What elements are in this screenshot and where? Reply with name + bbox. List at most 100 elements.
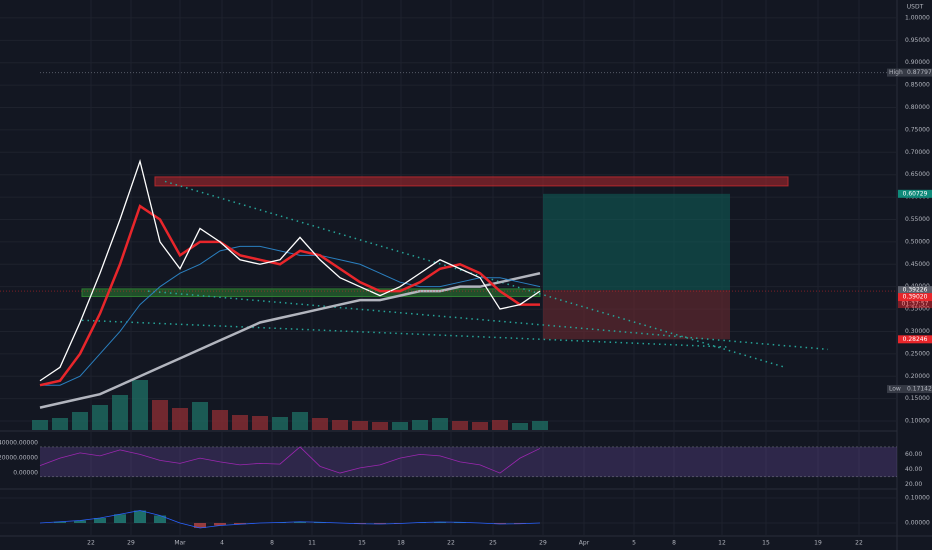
low-tag-name: Low bbox=[889, 386, 901, 393]
volume-bar bbox=[332, 420, 348, 430]
x-tick-label: 4 bbox=[220, 540, 224, 547]
price-line bbox=[39, 158, 541, 382]
axis-unit: USDT bbox=[907, 4, 924, 11]
zone bbox=[81, 288, 541, 298]
x-tick-label: 8 bbox=[270, 540, 274, 547]
y-tick-label: 0.75000 bbox=[905, 126, 930, 133]
volume-bar bbox=[92, 405, 108, 430]
y-tick-label: 0.35000 bbox=[905, 306, 930, 313]
price-line bbox=[39, 204, 540, 387]
macd-bar bbox=[194, 523, 206, 528]
stop-tag: 0.28246 bbox=[903, 336, 928, 343]
volume-bar bbox=[172, 408, 188, 430]
position-stop bbox=[543, 290, 730, 340]
volume-bar bbox=[32, 420, 48, 430]
volume-bar bbox=[72, 412, 88, 430]
oscillator-band bbox=[40, 446, 897, 477]
price-line bbox=[39, 272, 541, 409]
x-tick-label: 19 bbox=[814, 540, 822, 547]
last-price-tag: 0.39020 bbox=[903, 294, 928, 301]
macd-bar bbox=[374, 523, 386, 524]
volume-bar bbox=[372, 422, 388, 430]
y-tick-label: 0.80000 bbox=[905, 104, 930, 111]
volume-bar bbox=[452, 421, 468, 430]
x-tick-label: 18 bbox=[397, 540, 405, 547]
y-tick-label: 0.45000 bbox=[905, 261, 930, 268]
y-tick-label: 0.15000 bbox=[905, 395, 930, 402]
volume-bar bbox=[152, 400, 168, 430]
trendline bbox=[164, 180, 786, 369]
y-tick-label: 0.65000 bbox=[905, 171, 930, 178]
zone bbox=[154, 176, 789, 187]
macd-bar bbox=[214, 523, 226, 526]
macd-bar bbox=[434, 522, 446, 523]
low-tag-value: 0.17142 bbox=[907, 386, 932, 393]
y2-tick-label: -40000.00000 bbox=[0, 440, 38, 447]
volume-bar bbox=[312, 418, 328, 430]
oscillator-line bbox=[39, 446, 541, 474]
volume-bar bbox=[252, 416, 268, 430]
entry-tag: 0.39226 bbox=[903, 287, 928, 294]
macd-bar bbox=[54, 521, 66, 523]
x-tick-label: 8 bbox=[672, 540, 676, 547]
position-target bbox=[543, 193, 730, 291]
x-tick-label: Mar bbox=[174, 540, 186, 547]
macd-bar bbox=[494, 523, 506, 524]
y-tick-label: 0.25000 bbox=[905, 350, 930, 357]
y-tick-label: 60.00 bbox=[905, 451, 922, 458]
y-tick-label: 0.70000 bbox=[905, 149, 930, 156]
trendline bbox=[147, 290, 829, 351]
trendline bbox=[81, 319, 731, 348]
y2-tick-label: -20000.00000 bbox=[0, 455, 38, 462]
y-tick-label: 0.10000 bbox=[905, 495, 930, 502]
y-tick-label: 0.20000 bbox=[905, 373, 930, 380]
y-tick-label: 20.00 bbox=[905, 481, 922, 488]
x-tick-label: 15 bbox=[762, 540, 770, 547]
y-tick-label: 0.55000 bbox=[905, 216, 930, 223]
volume-bar bbox=[112, 395, 128, 430]
macd-bar bbox=[134, 510, 146, 523]
stop-tag-bg bbox=[898, 335, 932, 344]
x-tick-label: 22 bbox=[87, 540, 95, 547]
x-tick-label: 15 bbox=[358, 540, 366, 547]
macd-bar bbox=[74, 520, 86, 523]
volume-bar bbox=[472, 422, 488, 430]
x-tick-label: 11 bbox=[308, 540, 316, 547]
macd-bar bbox=[154, 515, 166, 523]
target-tag-bg bbox=[898, 189, 932, 198]
volume-bar bbox=[272, 417, 288, 430]
volume-bar bbox=[192, 402, 208, 430]
y-tick-label: 0.95000 bbox=[905, 37, 930, 44]
macd-bar bbox=[94, 518, 106, 523]
x-tick-label: 22 bbox=[855, 540, 863, 547]
volume-bar bbox=[492, 420, 508, 430]
low-tag-bg bbox=[887, 385, 932, 394]
x-tick-label: 25 bbox=[489, 540, 497, 547]
high-tag-name: High bbox=[889, 69, 903, 76]
x-tick-label: 12 bbox=[718, 540, 726, 547]
x-tick-label: Apr bbox=[579, 540, 590, 547]
y2-tick-label: 0.00000 bbox=[13, 470, 38, 477]
macd-bar bbox=[114, 514, 126, 523]
macd-bar bbox=[294, 521, 306, 523]
volume-bar bbox=[52, 418, 68, 430]
volume-bar bbox=[512, 423, 528, 430]
y-tick-label: 0.30000 bbox=[905, 328, 930, 335]
macd-line bbox=[39, 510, 541, 529]
countdown-bg bbox=[898, 300, 932, 309]
volume-bar bbox=[432, 418, 448, 430]
volume-bar bbox=[412, 420, 428, 430]
y-tick-label: 0.85000 bbox=[905, 82, 930, 89]
macd-bar bbox=[234, 523, 246, 525]
high-tag-value: 0.87797 bbox=[907, 69, 932, 76]
volume-bar bbox=[392, 422, 408, 430]
price-line bbox=[40, 245, 541, 386]
volume-bar bbox=[352, 421, 368, 430]
target-tag: 0.60729 bbox=[903, 190, 928, 197]
x-tick-label: 22 bbox=[447, 540, 455, 547]
volume-bar bbox=[132, 380, 148, 430]
volume-bar bbox=[532, 421, 548, 430]
volume-bar bbox=[292, 412, 308, 430]
